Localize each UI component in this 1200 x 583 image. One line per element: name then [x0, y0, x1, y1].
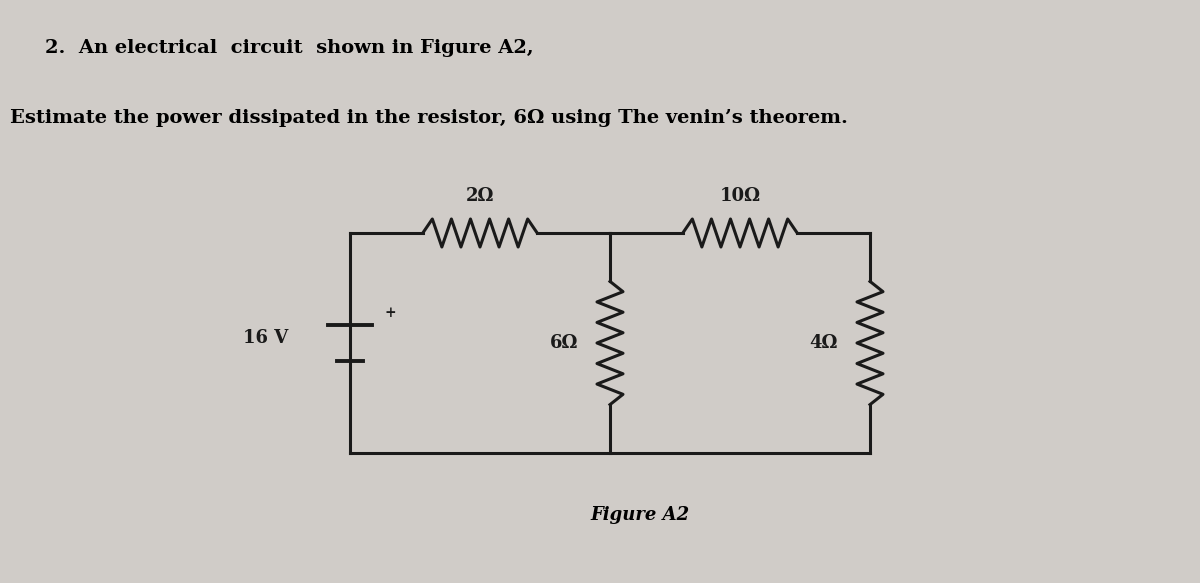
Text: Figure A2: Figure A2: [590, 506, 690, 524]
Text: 6Ω: 6Ω: [550, 334, 578, 352]
Text: 2.  An electrical  circuit  shown in Figure A2,: 2. An electrical circuit shown in Figure…: [46, 39, 534, 57]
Text: 2Ω: 2Ω: [466, 187, 494, 205]
Text: +: +: [385, 306, 397, 320]
Text: 10Ω: 10Ω: [720, 187, 761, 205]
Text: 16 V: 16 V: [242, 329, 288, 347]
Text: 4Ω: 4Ω: [810, 334, 838, 352]
Text: Estimate the power dissipated in the resistor, 6Ω using The venin’s theorem.: Estimate the power dissipated in the res…: [10, 109, 848, 127]
